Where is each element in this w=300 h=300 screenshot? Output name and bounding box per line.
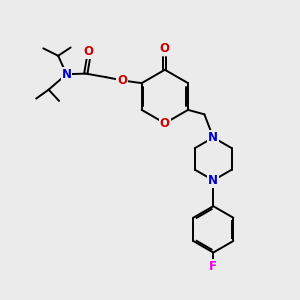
Text: F: F xyxy=(209,260,217,273)
Text: O: O xyxy=(160,42,170,56)
Text: N: N xyxy=(61,68,71,81)
Text: N: N xyxy=(208,174,218,187)
Text: N: N xyxy=(208,131,218,144)
Text: O: O xyxy=(84,45,94,58)
Text: O: O xyxy=(160,117,170,130)
Text: O: O xyxy=(117,74,127,87)
